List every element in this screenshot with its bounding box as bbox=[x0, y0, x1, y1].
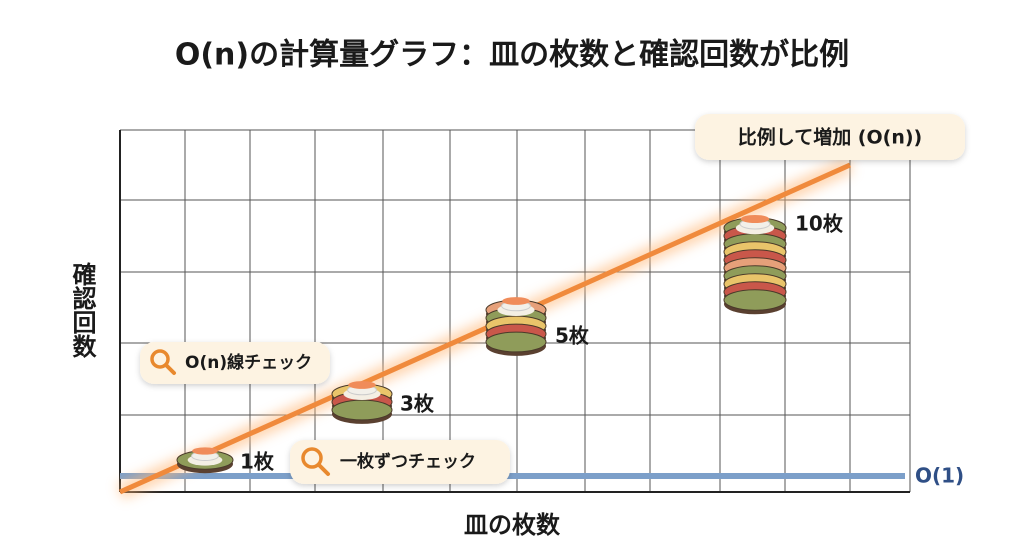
magnifier-icon bbox=[150, 349, 176, 375]
callout-box bbox=[140, 342, 330, 384]
plate bbox=[331, 399, 393, 421]
plate-label: 10枚 bbox=[795, 212, 844, 236]
plate bbox=[485, 331, 547, 353]
plate-stack bbox=[331, 381, 393, 424]
plates bbox=[176, 214, 787, 474]
sushi-topping bbox=[740, 214, 770, 224]
plate-label: 3枚 bbox=[400, 392, 435, 416]
title: O(n)の計算量グラフ：皿の枚数と確認回数が比例 bbox=[175, 38, 849, 73]
constant-label: O(1) bbox=[915, 464, 964, 488]
plate-stack bbox=[723, 214, 787, 315]
sushi-topping bbox=[502, 297, 530, 305]
plate-stack bbox=[485, 297, 547, 356]
callout-text: 一枚ずつチェック bbox=[340, 451, 476, 472]
plate-stack bbox=[176, 447, 234, 474]
callout-text: 比例して増加 (O(n)) bbox=[738, 126, 922, 149]
plate-label: 1枚 bbox=[240, 450, 275, 474]
callout-text: O(n)線チェック bbox=[185, 352, 312, 373]
x-axis-label: 皿の枚数 bbox=[464, 511, 561, 539]
plate-label: 5枚 bbox=[555, 324, 590, 348]
callout-box bbox=[290, 440, 510, 484]
sushi-topping bbox=[192, 447, 218, 455]
linear-line bbox=[118, 162, 852, 495]
callout-box bbox=[695, 114, 965, 160]
plate bbox=[723, 289, 787, 311]
y-axis-label: 確認回数 bbox=[68, 261, 96, 359]
magnifier-icon bbox=[301, 447, 330, 476]
sushi-topping bbox=[348, 381, 376, 389]
